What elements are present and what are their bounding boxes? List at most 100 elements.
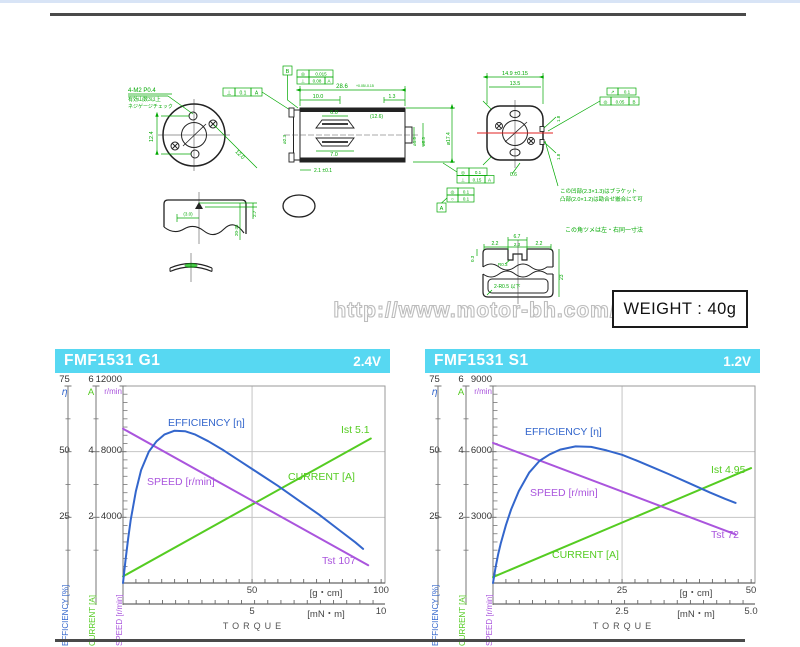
speed-axis-tick: 6000	[470, 445, 492, 456]
dim-label: 2.7	[252, 210, 257, 217]
eff-axis-tick: 50	[59, 445, 70, 456]
current-axis-symbol: A	[457, 387, 465, 398]
speed-axis-symbol: r/min	[474, 387, 492, 396]
dim-label: 0.3	[470, 255, 475, 262]
fcf-datum: A	[255, 91, 259, 97]
page-top-strip	[0, 0, 800, 3]
bracket-view: (3.0) 2.7 20-35	[163, 192, 257, 244]
fcf-value: 0.1	[624, 90, 631, 95]
current-axis-tick: 2	[88, 511, 94, 522]
dim-label: 7.0	[330, 152, 338, 158]
side-view: 28.6 +0.05/-0.15 10.0 1.3 6.0 (12.6) 7.0…	[282, 65, 455, 174]
chart-title: FMF1531 S1	[434, 352, 529, 369]
top-divider	[50, 13, 746, 16]
chart-voltage: 2.4V	[353, 353, 381, 369]
dim-label: 14.9 ±0.15	[502, 71, 528, 77]
bottom-divider	[55, 639, 745, 642]
eff-axis-symbol: η	[431, 387, 438, 398]
fcf-symbol: ↗	[611, 90, 615, 95]
fcf-datum: A	[327, 79, 330, 84]
current-axis-tick: 6	[88, 374, 94, 385]
end-view-ellipse	[282, 194, 316, 218]
dim-label: ø17.4	[446, 132, 452, 145]
speed-axis-symbol: r/min	[104, 387, 122, 396]
fcf-value: 0.05	[616, 100, 625, 105]
dim-label: 6.7	[514, 234, 521, 240]
dim-label: (12.6)	[370, 114, 383, 120]
drawing-note: 有効山数3以上	[128, 96, 161, 103]
rear-view: 14.9 ±0.15 13.5 0.6 1.8 1.8 ↗ 0.1 ◎ 0.05…	[477, 71, 643, 203]
fcf-value: 0.015	[315, 72, 327, 77]
x-axis2-tick: 10	[375, 606, 387, 617]
stall-current-label: Ist 5.1	[341, 424, 370, 436]
x-axis-tick: 50	[745, 585, 757, 596]
speed-curve-label: SPEED [r/min]	[147, 476, 215, 488]
fcf-symbol: ⊥	[301, 79, 305, 84]
dim-label: 2.3	[514, 242, 521, 247]
current-axis-symbol: A	[87, 387, 95, 398]
fcf-datum: B	[632, 100, 635, 105]
fcf-symbol: ◎	[604, 100, 609, 105]
current-axis-tick: 4	[88, 445, 94, 456]
x-axis-unit: [g・cm]	[309, 588, 343, 599]
dim-label: 2-R0.5 以下	[494, 284, 520, 290]
speed-axis-tick: 4000	[100, 511, 122, 522]
housing-view: 6.7 2.2 2.3 2.2 R0.3 0.3 23 2-R0.5 以下 この…	[470, 226, 643, 304]
chart-title: FMF1531 G1	[64, 352, 161, 369]
x-axis2-tick: 2.5	[615, 606, 629, 617]
weight-badge: WEIGHT : 40g	[612, 290, 748, 328]
fcf-front: ⊥ 0.1 A	[222, 87, 263, 97]
stall-torque-label: Tst 107	[322, 555, 356, 567]
stall-current-label: Ist 4.95	[711, 464, 746, 476]
x-axis-title: TORQUE	[222, 621, 286, 631]
technical-drawing: 4-M2 P0.4 有効山数3以上 ネジゲージチェック 12.4 12.0 ⊥ …	[128, 65, 643, 304]
fcf-symbol: ○	[451, 197, 454, 202]
current-curve-label: CURRENT [A]	[288, 471, 355, 483]
current-axis-tick: 2	[458, 511, 464, 522]
x-axis2-tick: 5	[249, 606, 255, 617]
rear-dim-lines	[482, 73, 601, 187]
fcf-value: 0.08	[313, 79, 322, 84]
dim-label: ø8.5	[421, 136, 426, 146]
efficiency-curve-label: EFFICIENCY [η]	[168, 417, 245, 429]
x-axis2-unit: [mN・m]	[677, 609, 715, 620]
chart-voltage: 1.2V	[723, 353, 751, 369]
drawing-note: ネジゲージチェック	[128, 103, 173, 110]
eff-axis-title: EFFICIENCY [%]	[61, 584, 70, 646]
dim-label: 2.1 ±0.1	[314, 168, 332, 174]
dim-label: 13.5	[510, 81, 521, 87]
x-axis-tick: 100	[373, 585, 389, 596]
current-curve-label: CURRENT [A]	[552, 549, 619, 561]
front-view: 4-M2 P0.4 有効山数3以上 ネジゲージチェック 12.4 12.0 ⊥ …	[128, 87, 297, 171]
stall-torque-label: Tst 72	[711, 529, 740, 541]
chart-header: FMF1531 G1 2.4V	[55, 349, 390, 373]
x-axis-tick: 25	[616, 585, 628, 596]
dim-label: 20-35	[234, 224, 239, 236]
chart-panel-g1: FMF1531 G1 2.4V 75 6 12000 η A r/min 50 …	[55, 349, 390, 647]
fcf-value: 0.1	[463, 190, 470, 195]
eff-axis-tick: 25	[59, 511, 70, 522]
speed-axis-tick: 3000	[470, 511, 492, 522]
x-axis2-unit: [mN・m]	[307, 609, 345, 620]
housing-dim-lines	[476, 237, 560, 297]
dim-label: 10.0	[313, 94, 324, 100]
dim-label: 12.4	[149, 131, 155, 142]
fcf-value: 0.15	[473, 178, 482, 183]
fcf-mid: ◎ 0.1 ⊥ 0.15 A ◎ 0.1 ○ 0.1 A	[436, 162, 495, 213]
side-dim-lines	[295, 86, 455, 171]
dim-label: 1.8	[556, 153, 561, 160]
fcf-symbol: ⊥	[461, 178, 465, 183]
speed-axis-tick: 9000	[470, 374, 492, 385]
fcf-rear: ↗ 0.1 ◎ 0.05 B	[599, 87, 640, 106]
x-axis-unit: [g・cm]	[679, 588, 713, 599]
fcf-datum: A	[488, 178, 491, 183]
dim-label: 1.3	[389, 94, 396, 100]
dim-label: 12.0	[234, 149, 246, 161]
dim-label: 0.6	[510, 172, 517, 178]
eff-axis-tick: 50	[429, 445, 440, 456]
drawing-note: 凸部(2.0×1.2)は勘合せ嵌合にて可	[560, 195, 643, 203]
fcf-value: 0.1	[475, 170, 482, 175]
drawing-note: この凹部(2.3×1.3)はブラケット	[560, 187, 637, 195]
dim-label: 28.6	[336, 84, 348, 90]
